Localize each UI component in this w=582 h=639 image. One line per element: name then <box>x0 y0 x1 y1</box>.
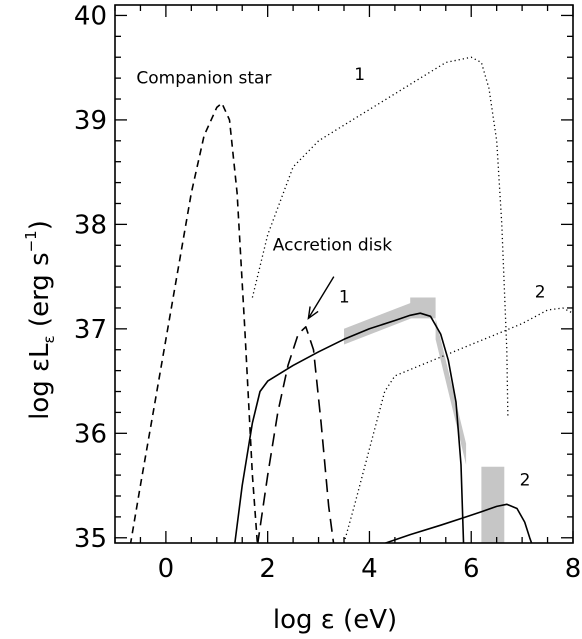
y-axis-label-close: ) <box>25 220 55 230</box>
band-d <box>481 466 505 543</box>
label-accretion-disk: Accretion disk <box>273 236 392 256</box>
y-axis-label-sub: ε <box>40 335 58 343</box>
y-tick-label: 40 <box>74 1 107 31</box>
x-tick-label: 2 <box>259 554 276 584</box>
y-tick-label: 35 <box>74 524 107 554</box>
model-2-dotted <box>343 307 573 543</box>
tick-labels: 0 2 4 6 8 35 36 37 38 39 40 <box>74 1 581 584</box>
label-companion-star: Companion star <box>136 68 271 88</box>
x-tick-label: 8 <box>565 554 582 584</box>
tick-marks <box>114 5 574 543</box>
model-1-solid <box>234 312 465 543</box>
y-tick-label: 38 <box>74 210 107 240</box>
y-tick-label: 37 <box>74 315 107 345</box>
label-2-right: 2 <box>535 283 546 303</box>
y-tick-label: 39 <box>74 106 107 136</box>
curves <box>129 56 573 543</box>
label-1-top: 1 <box>354 65 365 85</box>
y-axis-label: log εLε (erg s−1) <box>22 220 58 420</box>
x-tick-label: 0 <box>158 554 175 584</box>
y-tick-label: 36 <box>74 419 107 449</box>
annotations: Companion star 1 Accretion disk 1 2 2 <box>136 65 545 490</box>
x-tick-label: 6 <box>463 554 480 584</box>
label-1-mid: 1 <box>339 288 350 308</box>
shaded-regions <box>344 297 505 543</box>
accretion-disk-arrowhead <box>307 306 319 320</box>
model-2-solid <box>383 503 533 543</box>
y-axis-label-units: (erg s <box>25 252 55 335</box>
band-a <box>344 302 412 345</box>
x-axis-label: log ε (eV) <box>273 605 397 635</box>
band-c <box>435 318 467 465</box>
y-axis-label-sup: −1 <box>22 230 40 252</box>
y-axis-label-main: log εL <box>25 343 55 420</box>
accretion-disk-curve <box>256 326 335 543</box>
label-2-low: 2 <box>520 471 531 491</box>
accretion-disk-arrow <box>307 276 335 319</box>
x-tick-label: 4 <box>361 554 378 584</box>
companion-star-curve <box>129 102 259 543</box>
